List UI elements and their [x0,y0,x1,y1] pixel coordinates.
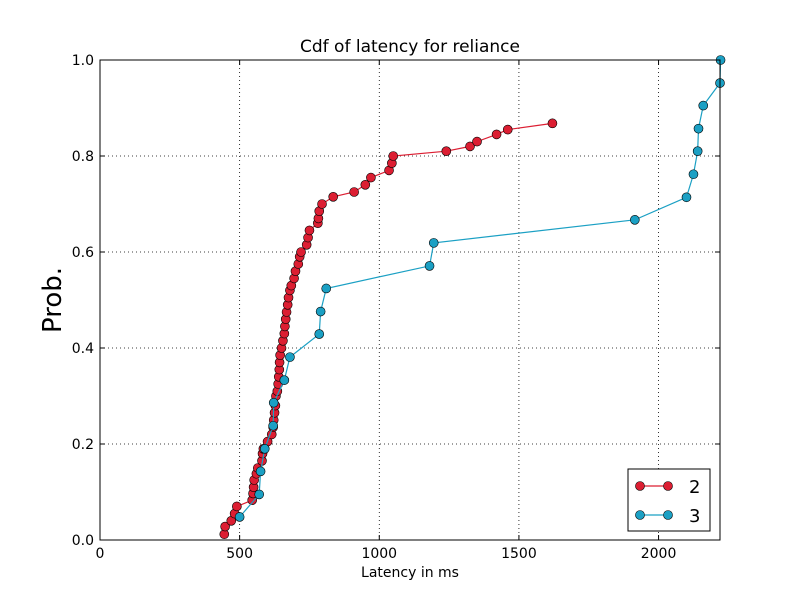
data-point [360,180,371,190]
plot-background [100,60,720,540]
legend-item: 3 [635,506,700,527]
x-axis-label: Latency in ms [361,565,459,581]
x-tick-label: 1500 [501,546,537,562]
data-point [388,151,399,161]
data-point [681,192,692,203]
legend-marker [635,481,645,491]
y-tick-label: 1.0 [72,53,94,69]
legend-marker [635,510,645,520]
legend-label: 2 [689,477,700,498]
y-tick-label: 0.4 [72,341,94,357]
y-tick-label: 0.6 [72,245,94,261]
legend-marker [663,481,673,491]
data-point [630,215,640,225]
legend-label: 3 [689,506,700,527]
x-tick-label: 0 [96,546,105,562]
data-point [441,146,452,156]
data-point [698,100,709,111]
legend-marker [663,510,673,520]
y-tick-label: 0.0 [72,533,94,549]
data-point [693,123,704,134]
data-point [234,512,245,522]
data-point [314,329,325,339]
legend-item: 2 [635,477,700,498]
data-point [502,124,513,135]
data-point [304,225,315,236]
data-point [315,306,326,317]
data-point [328,192,338,202]
data-point [259,443,270,454]
data-point [220,521,230,532]
data-point [268,397,279,408]
legend-box [627,468,711,532]
y-tick-label: 0.2 [72,437,94,453]
data-point [349,187,359,197]
data-point [692,146,703,156]
data-point [296,247,306,257]
data-point [317,199,327,209]
data-point [268,420,278,431]
data-point [285,352,295,362]
x-tick-label: 1000 [361,546,397,562]
plot-frame [99,59,721,541]
data-point [428,238,439,248]
ticks: 0 500 1000 1500 2000 0.0 0.2 0.4 0.6 0.8 1.0 [72,53,720,562]
x-tick-label: 2000 [641,546,677,562]
data-point [232,501,242,512]
series-2 [219,118,558,540]
y-axis-label: Prob. [38,267,68,333]
data-point [472,136,482,147]
series-layer [219,55,726,540]
data-point [424,261,435,271]
data-point [321,283,332,294]
legend: 23 [627,468,711,532]
data-point [547,118,558,129]
chart-title: Cdf of latency for reliance [300,37,520,57]
x-tick-label: 500 [226,546,253,562]
series-3 [234,55,726,522]
data-point [279,375,290,385]
data-point [688,169,699,180]
data-point [491,129,502,140]
data-point [465,141,475,152]
data-point [254,489,264,500]
data-point [366,172,376,183]
y-tick-label: 0.8 [72,149,94,165]
data-point [255,466,266,477]
